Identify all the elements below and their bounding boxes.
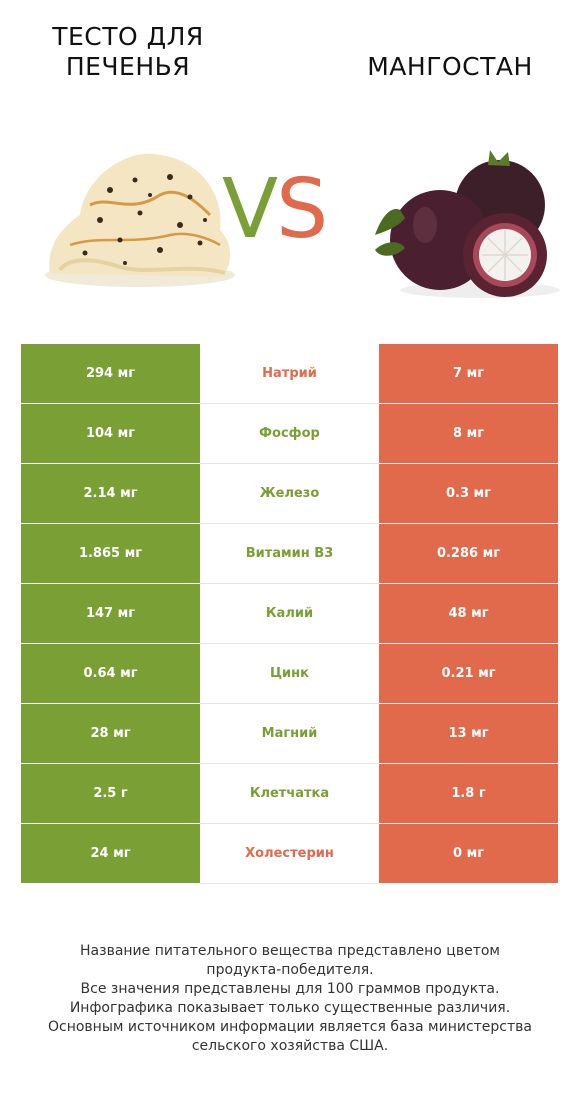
- table-row: 2.14 мг Железо 0.3 мг: [21, 463, 558, 524]
- table-row: 147 мг Калий 48 мг: [21, 583, 558, 644]
- right-value: 1.8 г: [379, 763, 558, 824]
- table-row: 0.64 мг Цинк 0.21 мг: [21, 643, 558, 704]
- nutrient-name: Железо: [200, 463, 379, 524]
- left-value: 294 мг: [21, 344, 200, 404]
- footer-line-3: Все значения представлены для 100 граммо…: [80, 981, 500, 997]
- right-value: 8 мг: [379, 403, 558, 464]
- left-value: 24 мг: [21, 823, 200, 884]
- right-product-title: МАНГОСТАН: [367, 52, 533, 81]
- mangosteen-image: [375, 150, 560, 298]
- table-row: 294 мг Натрий 7 мг: [21, 344, 558, 404]
- right-value: 0 мг: [379, 823, 558, 884]
- cookie-dough-ice-cream-image: [45, 153, 235, 287]
- footer-line-2: продукта-победителя.: [206, 962, 374, 978]
- right-value: 0.3 мг: [379, 463, 558, 524]
- left-product-title: ТЕСТО ДЛЯ ПЕЧЕНЬЯ: [38, 22, 218, 82]
- table-row: 104 мг Фосфор 8 мг: [21, 403, 558, 464]
- comparison-table: 294 мг Натрий 7 мг 104 мг Фосфор 8 мг 2.14 мг Ж…: [21, 344, 558, 884]
- right-value: 7 мг: [379, 344, 558, 404]
- table-row: 28 мг Магний 13 мг: [21, 703, 558, 764]
- nutrient-name: Клетчатка: [200, 763, 379, 824]
- left-value: 104 мг: [21, 403, 200, 464]
- footer-line-6: сельского хозяйства США.: [191, 1038, 389, 1054]
- footer-line-5: Основным источником информации является …: [48, 1019, 532, 1035]
- left-value: 0.64 мг: [21, 643, 200, 704]
- right-value: 48 мг: [379, 583, 558, 644]
- nutrient-name: Магний: [200, 703, 379, 764]
- vs-s: S: [276, 162, 328, 257]
- footer-line-4: Инфографика показывает только существенн…: [69, 1000, 511, 1016]
- nutrient-name: Фосфор: [200, 403, 379, 464]
- right-value: 13 мг: [379, 703, 558, 764]
- vs-v: V: [222, 162, 278, 257]
- footer-note: Название питательного вещества представл…: [20, 942, 560, 1056]
- table-row: 1.865 мг Витамин B3 0.286 мг: [21, 523, 558, 584]
- left-product-title-line1: ТЕСТО ДЛЯ: [52, 22, 204, 51]
- nutrient-name: Холестерин: [200, 823, 379, 884]
- left-value: 2.14 мг: [21, 463, 200, 524]
- right-value: 0.286 мг: [379, 523, 558, 584]
- table-row: 2.5 г Клетчатка 1.8 г: [21, 763, 558, 824]
- left-product-title-line2: ПЕЧЕНЬЯ: [65, 52, 191, 81]
- nutrient-name: Цинк: [200, 643, 379, 704]
- right-value: 0.21 мг: [379, 643, 558, 704]
- left-value: 28 мг: [21, 703, 200, 764]
- table-row: 24 мг Холестерин 0 мг: [21, 823, 558, 884]
- nutrient-name: Витамин B3: [200, 523, 379, 584]
- nutrient-name: Калий: [200, 583, 379, 644]
- left-value: 1.865 мг: [21, 523, 200, 584]
- left-value: 147 мг: [21, 583, 200, 644]
- footer-line-1: Название питательного вещества представл…: [80, 943, 500, 959]
- vs-label: VS: [222, 160, 328, 260]
- left-value: 2.5 г: [21, 763, 200, 824]
- nutrient-name: Натрий: [200, 344, 379, 404]
